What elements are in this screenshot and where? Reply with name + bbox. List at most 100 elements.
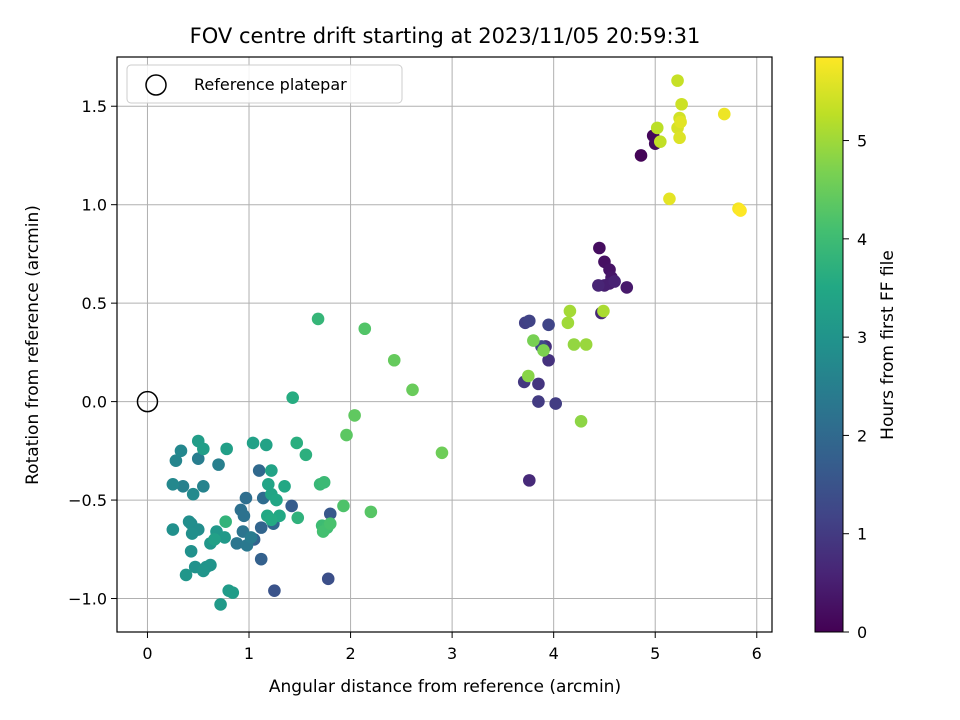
reference-marker <box>136 390 159 413</box>
data-point <box>185 527 199 540</box>
data-point <box>522 474 536 487</box>
data-point <box>265 513 278 527</box>
data-point <box>220 442 233 456</box>
data-point <box>542 353 555 367</box>
y-tick-label: 1.0 <box>82 196 107 215</box>
data-point <box>197 564 210 578</box>
data-point <box>184 544 198 558</box>
data-point <box>176 479 190 493</box>
colorbar-tick-label: 3 <box>857 328 867 347</box>
y-tick-label: −0.5 <box>68 491 107 510</box>
data-point <box>337 499 350 513</box>
data-point <box>262 478 275 491</box>
data-point <box>219 515 232 529</box>
y-tick-label: 0.0 <box>82 393 107 412</box>
y-tick-label: 1.5 <box>82 97 107 116</box>
data-point <box>265 464 278 477</box>
data-point <box>186 487 200 501</box>
data-point <box>435 446 449 460</box>
data-point <box>197 442 210 456</box>
data-point <box>311 312 325 326</box>
data-point <box>567 338 581 351</box>
data-point <box>321 572 335 586</box>
data-point <box>542 318 555 332</box>
data-point <box>620 281 634 294</box>
data-point <box>252 464 266 477</box>
data-point <box>653 135 667 148</box>
x-tick-label: 3 <box>447 644 457 663</box>
data-point <box>348 409 361 422</box>
chart-title: FOV centre drift starting at 2023/11/05 … <box>190 24 701 48</box>
y-tick-label: 0.5 <box>82 294 107 313</box>
x-tick-label: 4 <box>549 644 559 663</box>
x-axis-label: Angular distance from reference (arcmin) <box>269 677 621 697</box>
data-point <box>521 369 535 383</box>
colorbar: 0 1 2 3 4 5 Hours from first FF file <box>814 56 898 642</box>
plot-frame <box>116 56 773 633</box>
data-point <box>340 428 353 442</box>
data-point <box>593 241 606 255</box>
x-tick-label: 5 <box>650 644 660 663</box>
data-point <box>166 478 180 491</box>
data-point <box>174 444 188 458</box>
data-point <box>634 149 648 162</box>
data-point <box>549 397 562 410</box>
data-point <box>561 316 575 330</box>
data-point <box>197 479 210 493</box>
x-tick-label: 2 <box>345 644 355 663</box>
data-point <box>579 338 593 351</box>
data-point <box>286 391 299 404</box>
data-point <box>237 509 251 523</box>
y-tick-label: −1.0 <box>68 590 107 609</box>
data-point <box>246 436 260 450</box>
data-point <box>650 121 664 135</box>
data-point <box>527 334 540 347</box>
data-point <box>323 507 337 521</box>
data-point <box>537 344 550 357</box>
data-point <box>179 568 193 582</box>
data-point <box>278 479 291 493</box>
colorbar-tick-label: 4 <box>857 230 867 249</box>
legend-box <box>126 64 403 104</box>
data-point <box>532 395 545 408</box>
data-point <box>254 521 268 534</box>
data-point <box>244 531 258 544</box>
data-point <box>290 436 304 450</box>
data-point <box>214 598 227 611</box>
colorbar-tick-label: 5 <box>857 132 867 151</box>
colorbar-ticks: 0 1 2 3 4 5 <box>843 132 867 642</box>
colorbar-tick-label: 2 <box>857 426 867 445</box>
legend: Reference platepar <box>126 64 403 104</box>
data-point <box>673 131 686 145</box>
data-point <box>734 204 747 217</box>
y-axis-label: Rotation from reference (arcmin) <box>23 205 43 485</box>
data-point <box>563 304 577 318</box>
colorbar-label: Hours from first FF file <box>878 250 898 440</box>
data-point <box>270 493 283 507</box>
legend-marker-icon <box>145 74 167 96</box>
data-point <box>675 97 688 111</box>
x-tick-label: 6 <box>752 644 762 663</box>
data-point <box>166 523 180 536</box>
data-point <box>285 499 298 513</box>
data-point <box>182 515 196 529</box>
data-point <box>358 322 372 336</box>
data-point <box>218 531 231 544</box>
colorbar-tick-label: 1 <box>857 525 867 544</box>
y-axis-ticks: −1.0 −0.5 0.0 0.5 1.0 1.5 <box>68 97 117 609</box>
data-point <box>592 279 605 292</box>
colorbar-gradient <box>814 56 844 633</box>
legend-entry-reference: Reference platepar <box>194 75 347 94</box>
data-point <box>212 458 225 471</box>
data-point <box>239 491 253 505</box>
data-point <box>597 304 610 318</box>
data-points <box>166 74 747 611</box>
data-point <box>406 383 419 397</box>
data-point <box>574 414 588 428</box>
data-point <box>323 517 337 530</box>
data-point <box>259 438 273 452</box>
data-point <box>674 115 687 129</box>
data-point <box>317 476 331 489</box>
x-tick-label: 1 <box>244 644 254 663</box>
